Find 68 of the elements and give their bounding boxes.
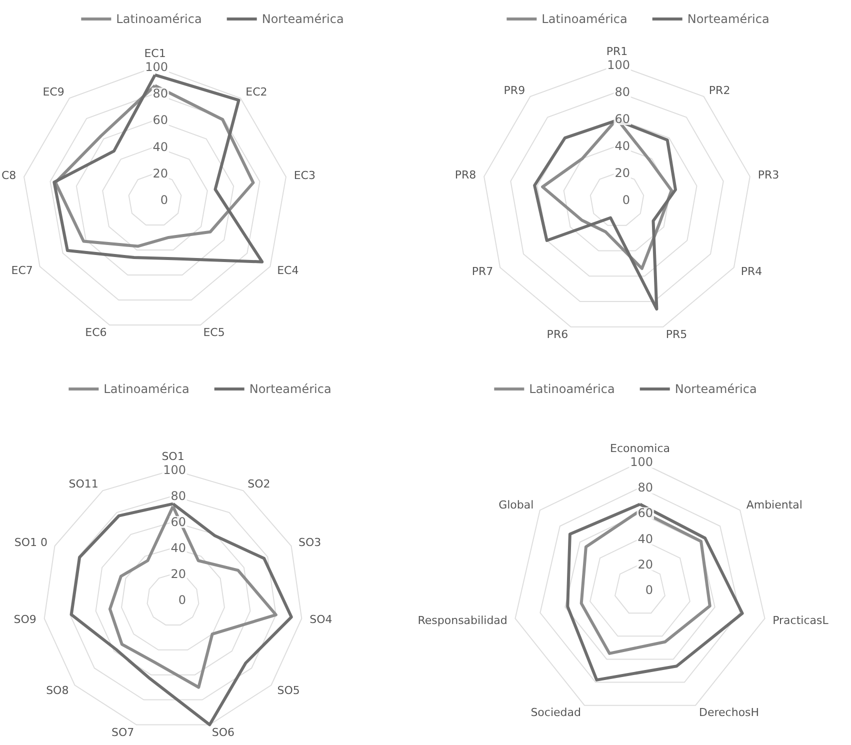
spoke-label: SO1 0 <box>14 536 48 550</box>
spoke-label: PR5 <box>666 328 688 341</box>
spoke-label: SO11 <box>68 477 98 490</box>
spoke-label: DerechosH <box>699 706 760 720</box>
y-tick-label: 60 <box>638 506 653 520</box>
spoke-label: PR9 <box>504 84 526 97</box>
y-tick-label: 0 <box>645 583 653 597</box>
legend-label: Latinoamérica <box>542 12 628 26</box>
y-tick-label: 20 <box>152 166 168 180</box>
legend-label: Norteamérica <box>249 382 332 396</box>
legend-label: Latinoamérica <box>116 12 202 26</box>
spoke-label: PR3 <box>758 168 780 182</box>
spoke-label: PR8 <box>454 168 476 182</box>
spoke-label: SO6 <box>212 726 235 739</box>
spoke-label: C8 <box>1 169 16 182</box>
spoke-label: SO2 <box>248 477 270 490</box>
spoke-label: PR2 <box>708 84 730 97</box>
spoke-label: Economica <box>610 442 670 455</box>
y-tick-label: 20 <box>638 557 653 572</box>
y-tick-label: 0 <box>178 593 186 607</box>
y-tick-label: 40 <box>638 532 653 546</box>
legend-label: Norteamérica <box>674 382 757 396</box>
y-tick-label: 80 <box>170 489 186 503</box>
y-tick-label: 60 <box>152 113 168 128</box>
spoke-label: PR6 <box>546 328 568 341</box>
y-tick-label: 40 <box>152 140 168 154</box>
spoke-label: Ambiental <box>746 498 802 512</box>
spoke-label: EC7 <box>11 264 33 277</box>
spoke-label: PR4 <box>740 265 762 278</box>
y-tick-label: 0 <box>160 193 168 207</box>
legend-label: Norteamérica <box>687 12 770 26</box>
y-tick-label: 80 <box>614 85 630 99</box>
y-tick-label: 80 <box>152 86 168 101</box>
spoke-label: SO4 <box>310 613 332 626</box>
spoke-label: PracticasL <box>772 614 830 627</box>
spoke-label: SO7 <box>111 726 134 739</box>
legend-label: Latinoamérica <box>104 382 190 396</box>
y-tick-label: 60 <box>614 112 630 126</box>
y-tick-label: 100 <box>163 463 186 477</box>
spoke-label: Global <box>498 498 534 512</box>
y-tick-label: 40 <box>170 541 186 555</box>
y-tick-label: 20 <box>170 567 186 581</box>
y-tick-label: 0 <box>622 193 630 207</box>
spoke-label: EC1 <box>144 47 166 60</box>
y-tick-label: 60 <box>170 515 186 529</box>
spoke-label: Responsabilidad <box>418 614 508 627</box>
spoke-label: SO1 <box>162 450 184 463</box>
y-tick-label: 100 <box>145 60 168 74</box>
y-tick-label: 80 <box>638 480 653 495</box>
spoke-label: EC4 <box>277 264 299 277</box>
y-tick-label: 40 <box>614 139 630 153</box>
spoke-label: SO9 <box>14 613 36 626</box>
y-tick-label: 100 <box>630 455 653 469</box>
spoke-label: EC3 <box>294 169 316 182</box>
spoke-label: EC9 <box>42 85 64 98</box>
spoke-label: SO8 <box>46 684 69 697</box>
spoke-label: SO3 <box>298 536 322 550</box>
y-tick-label: 20 <box>614 166 630 180</box>
spoke-label: PR7 <box>472 265 494 278</box>
legend-label: Norteamérica <box>262 12 344 26</box>
spoke-label: Sociedad <box>530 706 581 720</box>
legend-label: Latinoamérica <box>529 382 615 396</box>
spoke-label: SO5 <box>277 684 300 697</box>
spoke-label: EC6 <box>85 326 107 339</box>
y-tick-label: 100 <box>607 58 630 72</box>
spoke-label: PR1 <box>606 45 628 58</box>
spoke-label: EC2 <box>246 85 268 98</box>
spoke-label: EC5 <box>203 326 225 339</box>
